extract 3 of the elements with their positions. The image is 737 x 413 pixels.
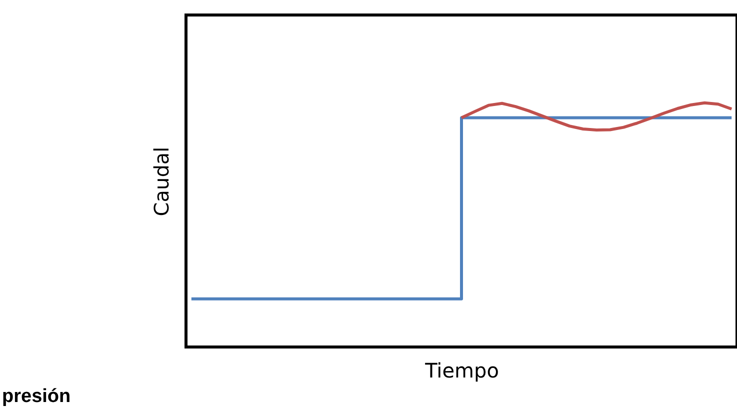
x-axis-title: Tiempo [424,358,499,382]
text: presión [2,386,71,408]
y-axis-title: Caudal [150,146,174,216]
